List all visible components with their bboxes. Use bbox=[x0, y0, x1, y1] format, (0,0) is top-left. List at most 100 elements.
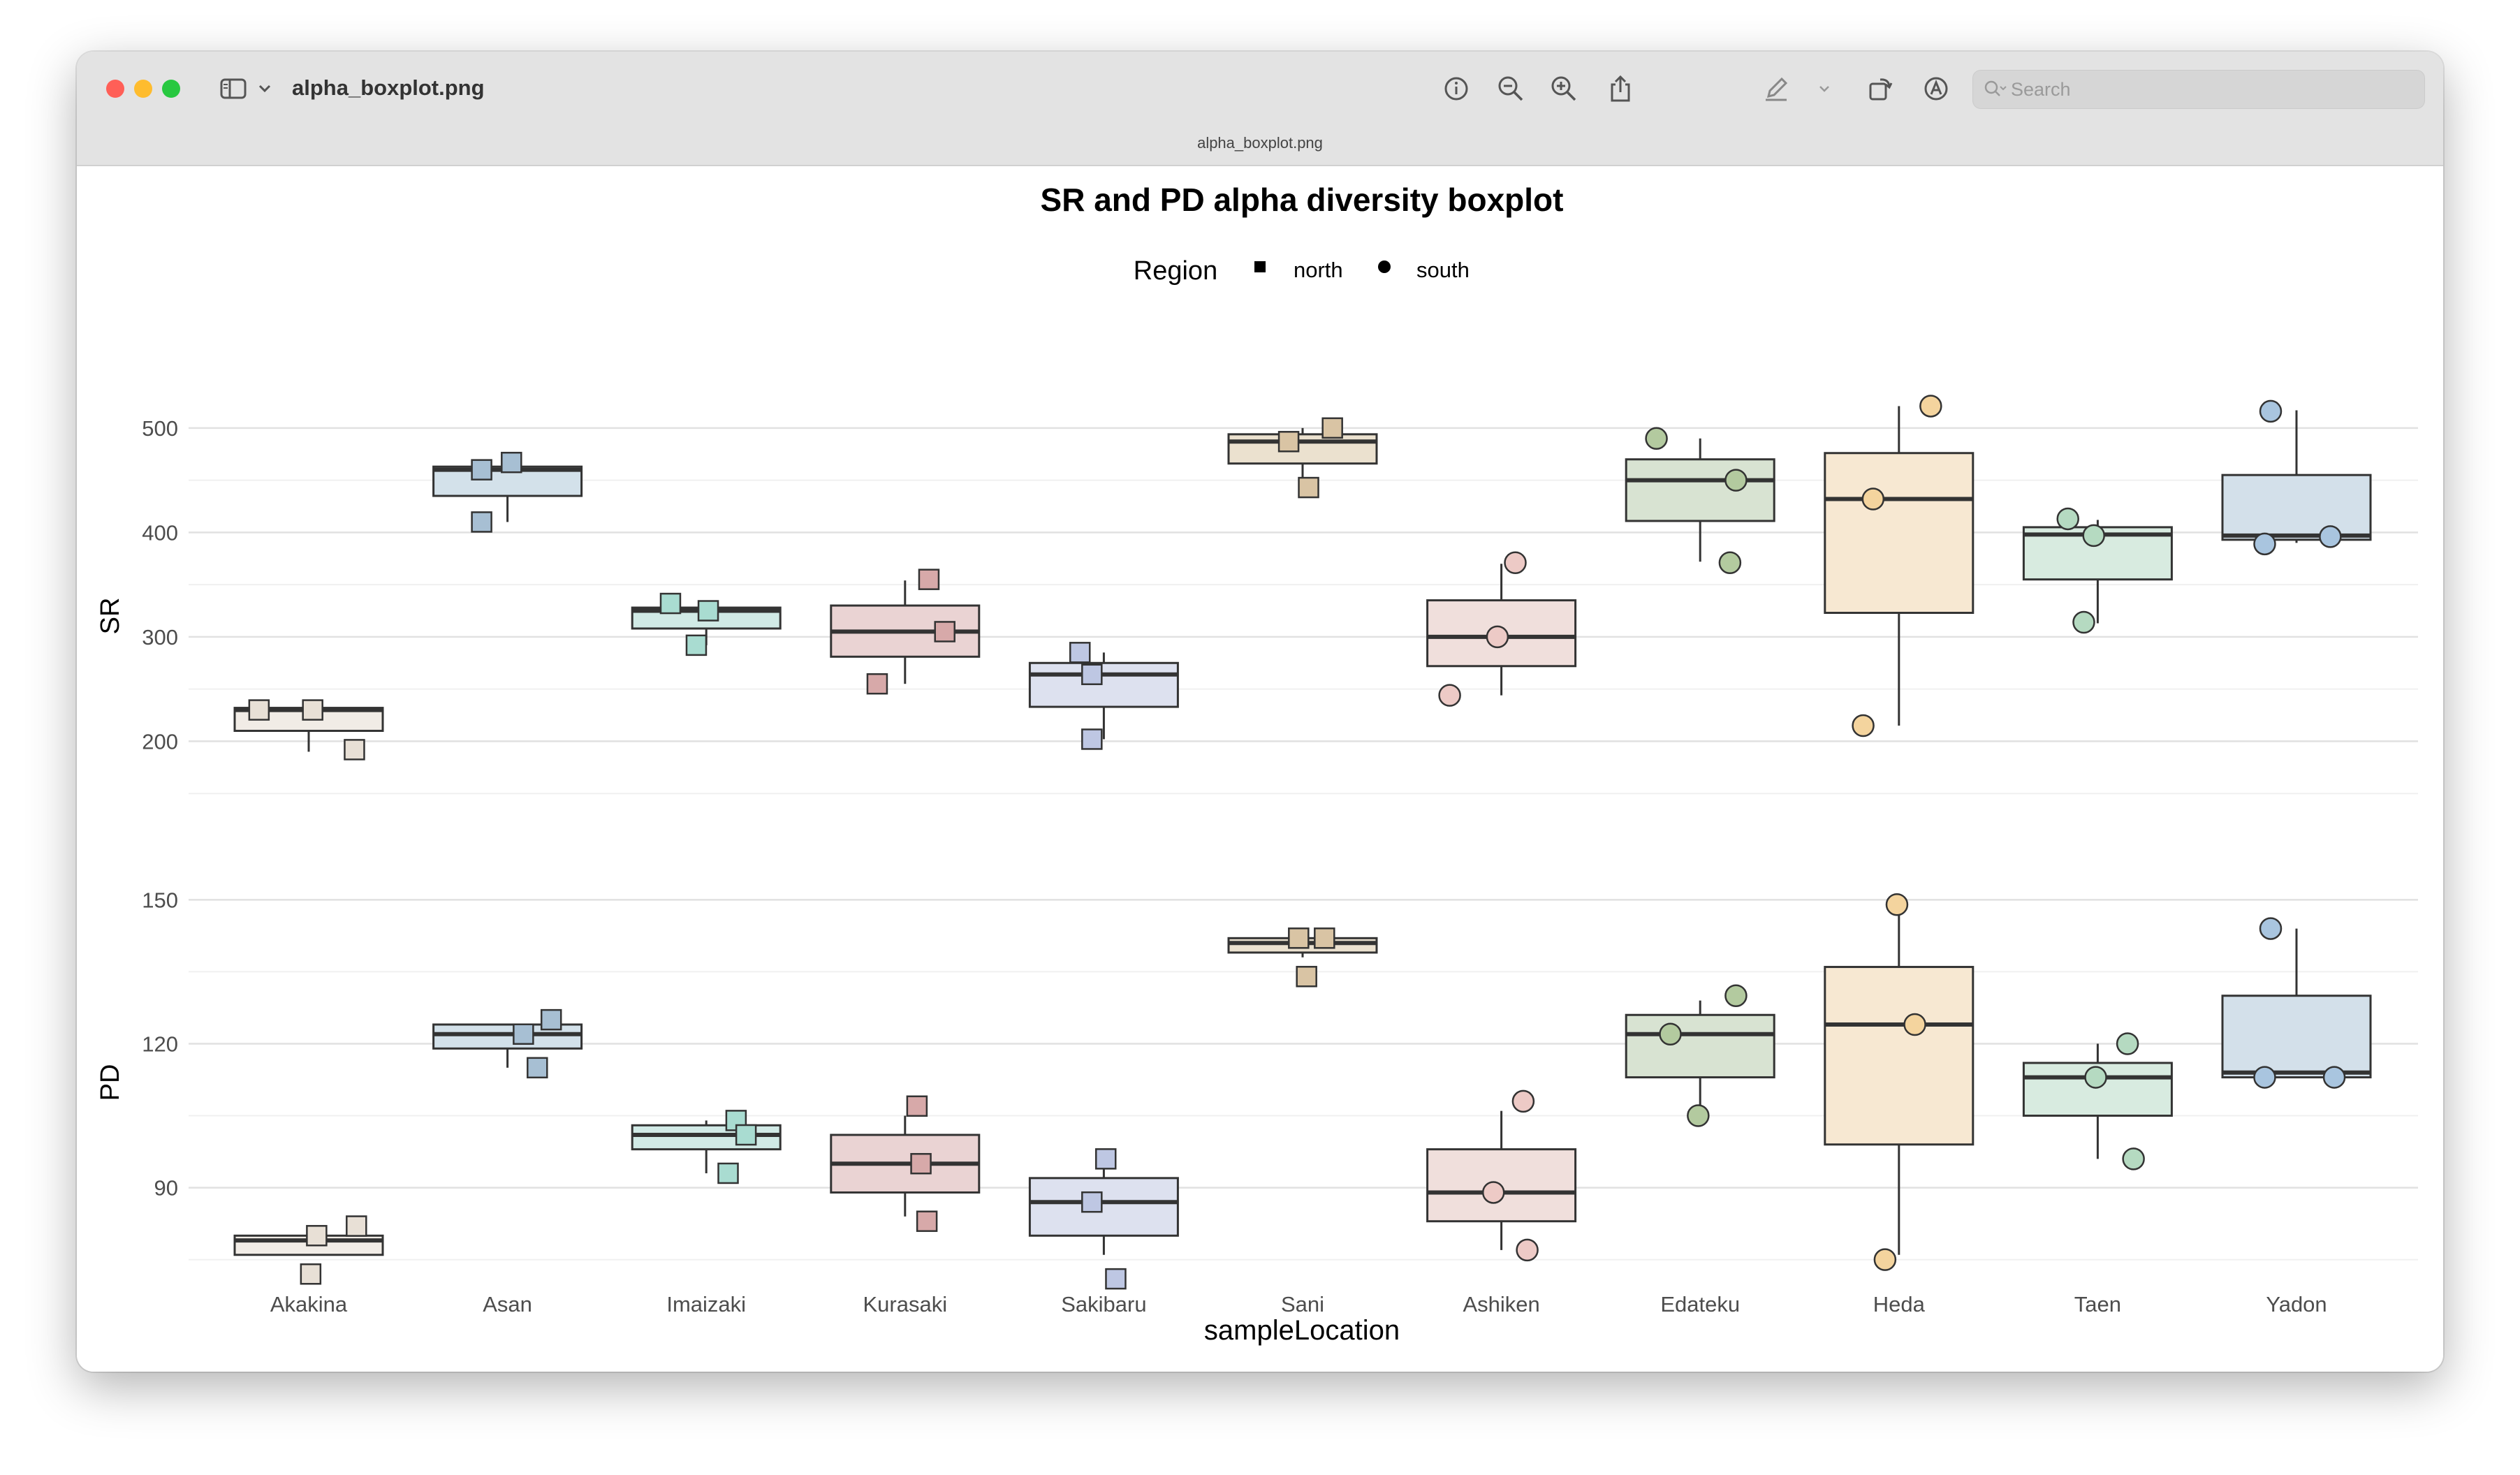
sr-tick-label: 400 bbox=[142, 520, 178, 545]
pd-heda-box bbox=[1824, 966, 1975, 1146]
x-tick-label: Yadon bbox=[2266, 1292, 2327, 1316]
sr-sakibaru-point bbox=[1081, 728, 1103, 750]
sr-yadon-point bbox=[2319, 525, 2342, 548]
pd-sakibaru-box bbox=[1028, 1177, 1179, 1237]
legend-south-label: south bbox=[1416, 258, 1470, 282]
pd-akakina-point bbox=[346, 1215, 367, 1237]
sr-ashiken-point bbox=[1438, 684, 1461, 707]
pd-asan-point bbox=[540, 1008, 562, 1031]
x-tick-label: Ashiken bbox=[1463, 1292, 1539, 1316]
minimize-button[interactable] bbox=[134, 80, 152, 98]
sr-asan-point bbox=[471, 459, 492, 480]
sr-tick-label: 200 bbox=[142, 729, 178, 754]
sr-heda-point bbox=[1852, 714, 1875, 738]
pd-imaizaki-point bbox=[735, 1124, 757, 1146]
pd-ashiken-point bbox=[1511, 1089, 1535, 1113]
pd-ashiken-box bbox=[1426, 1148, 1577, 1223]
pd-kurasaki-point bbox=[910, 1152, 932, 1175]
search-input[interactable] bbox=[2011, 71, 2416, 108]
pd-axis-label: PD bbox=[96, 1064, 125, 1101]
sr-sani-point bbox=[1298, 476, 1319, 499]
search-box[interactable] bbox=[1972, 70, 2425, 109]
pd-edateku-point bbox=[1659, 1022, 1682, 1045]
pd-asan-point bbox=[527, 1057, 548, 1079]
x-tick-label: Edateku bbox=[1660, 1292, 1740, 1316]
share-icon[interactable] bbox=[1605, 73, 1636, 105]
pd-sakibaru-point bbox=[1094, 1148, 1117, 1170]
sr-taen-point bbox=[2082, 524, 2105, 548]
markup-circle-icon[interactable] bbox=[1921, 73, 1951, 105]
chevron-down-icon[interactable] bbox=[256, 73, 274, 105]
info-icon[interactable] bbox=[1440, 73, 1472, 105]
sr-akakina-point bbox=[302, 699, 323, 721]
sr-ashiken-point bbox=[1504, 551, 1527, 574]
pd-imaizaki-point bbox=[717, 1162, 739, 1184]
pd-taen-point bbox=[2116, 1032, 2139, 1055]
pd-sani-point bbox=[1296, 966, 1317, 988]
sr-ashiken-point bbox=[1486, 625, 1509, 649]
boxplot-chart: SR and PD alpha diversity boxplot Region… bbox=[96, 182, 2418, 1346]
sr-sani-box bbox=[1227, 433, 1378, 465]
rotate-icon[interactable] bbox=[1865, 73, 1896, 105]
sr-tick-label: 300 bbox=[142, 625, 178, 650]
x-tick-label: Sani bbox=[1281, 1292, 1324, 1316]
pd-ashiken-point bbox=[1516, 1238, 1539, 1262]
pd-sani-point bbox=[1288, 927, 1310, 949]
x-axis-title: sampleLocation bbox=[1204, 1315, 1400, 1346]
pd-tick-label: 90 bbox=[154, 1176, 178, 1201]
sidebar-icon[interactable] bbox=[218, 73, 249, 105]
markup-pen-icon[interactable] bbox=[1760, 73, 1792, 105]
pd-asan-box bbox=[432, 1023, 583, 1050]
sr-yadon-point bbox=[2259, 399, 2283, 423]
sr-yadon-box bbox=[2221, 474, 2372, 541]
sr-heda-box bbox=[1824, 452, 1975, 615]
sr-akakina-point bbox=[344, 739, 365, 761]
sr-asan-point bbox=[501, 451, 522, 474]
close-button[interactable] bbox=[106, 80, 124, 98]
sr-imaizaki-point bbox=[659, 592, 682, 615]
chart-title: SR and PD alpha diversity boxplot bbox=[1041, 182, 1564, 218]
title-bar: alpha_boxplot.png bbox=[77, 52, 2443, 166]
pd-yadon-point bbox=[2259, 917, 2283, 940]
pd-tick-label: 150 bbox=[142, 888, 178, 912]
pd-akakina-point bbox=[306, 1225, 328, 1247]
sr-yadon-point bbox=[2253, 532, 2276, 556]
pd-taen-point bbox=[2084, 1066, 2107, 1089]
x-tick-label: Sakibaru bbox=[1061, 1292, 1146, 1316]
preview-window: alpha_boxplot.png bbox=[77, 52, 2443, 1372]
x-tick-label: Taen bbox=[2074, 1292, 2121, 1316]
sr-sakibaru-point bbox=[1081, 663, 1103, 685]
sr-imaizaki-point bbox=[685, 634, 708, 656]
sr-heda-point bbox=[1861, 487, 1885, 511]
sr-akakina-point bbox=[248, 699, 270, 721]
sr-edateku-point bbox=[1645, 427, 1668, 450]
x-tick-label: Akakina bbox=[270, 1292, 348, 1316]
chevron-down-icon[interactable] bbox=[1816, 73, 1833, 105]
pd-heda-point bbox=[1885, 893, 1909, 916]
pd-sani-point bbox=[1314, 927, 1335, 949]
zoom-in-icon[interactable] bbox=[1548, 73, 1580, 105]
pd-asan-point bbox=[513, 1023, 534, 1045]
search-icon bbox=[1983, 79, 2007, 103]
sr-sani-point bbox=[1321, 417, 1343, 439]
x-tick-label: Heda bbox=[1873, 1292, 1926, 1316]
pd-ashiken-point bbox=[1481, 1181, 1505, 1204]
x-tick-label: Asan bbox=[483, 1292, 532, 1316]
pd-kurasaki-point bbox=[906, 1095, 928, 1117]
pd-kurasaki-point bbox=[916, 1210, 938, 1232]
sr-edateku-box bbox=[1625, 458, 1775, 522]
pd-heda-point bbox=[1873, 1248, 1897, 1271]
sr-sani-point bbox=[1277, 431, 1300, 453]
zoom-button[interactable] bbox=[162, 80, 180, 98]
x-tick-label: Imaizaki bbox=[666, 1292, 746, 1316]
pd-edateku-point bbox=[1724, 984, 1748, 1008]
legend-title: Region bbox=[1134, 256, 1217, 286]
sr-axis-label: SR bbox=[96, 598, 125, 635]
plot-area: 200 300 400 500 SR 90 120 150 PD Akakina Asan Imaiz… bbox=[96, 395, 2418, 1316]
sr-asan-point bbox=[471, 511, 492, 533]
image-content: SR and PD alpha diversity boxplot Region… bbox=[77, 166, 2443, 1372]
zoom-out-icon[interactable] bbox=[1495, 73, 1527, 105]
sr-kurasaki-point bbox=[866, 673, 888, 695]
pd-imaizaki-box bbox=[631, 1124, 782, 1151]
pd-sakibaru-point bbox=[1081, 1191, 1103, 1213]
